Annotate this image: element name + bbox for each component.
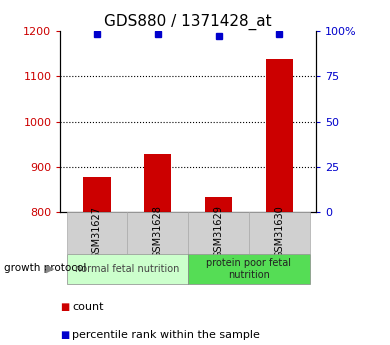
- Bar: [266, 59, 293, 212]
- Bar: [249, 212, 310, 254]
- Text: GSM31629: GSM31629: [214, 206, 223, 258]
- Text: ■: ■: [60, 330, 70, 339]
- Text: protein poor fetal
nutrition: protein poor fetal nutrition: [206, 258, 291, 280]
- Bar: [188, 254, 310, 284]
- Text: count: count: [72, 302, 104, 312]
- Text: normal fetal nutrition: normal fetal nutrition: [75, 264, 179, 274]
- Text: ▶: ▶: [46, 264, 54, 273]
- Text: ■: ■: [60, 302, 70, 312]
- Bar: [144, 154, 172, 212]
- Text: GSM31628: GSM31628: [153, 206, 163, 258]
- Bar: [67, 254, 188, 284]
- Bar: [205, 197, 232, 212]
- Bar: [128, 212, 188, 254]
- Bar: [83, 177, 111, 212]
- Text: GSM31630: GSM31630: [275, 206, 284, 258]
- Text: growth protocol: growth protocol: [4, 264, 86, 273]
- Bar: [67, 212, 128, 254]
- Bar: [188, 212, 249, 254]
- Text: GSM31627: GSM31627: [92, 206, 102, 258]
- Text: percentile rank within the sample: percentile rank within the sample: [72, 330, 260, 339]
- Title: GDS880 / 1371428_at: GDS880 / 1371428_at: [105, 13, 272, 30]
